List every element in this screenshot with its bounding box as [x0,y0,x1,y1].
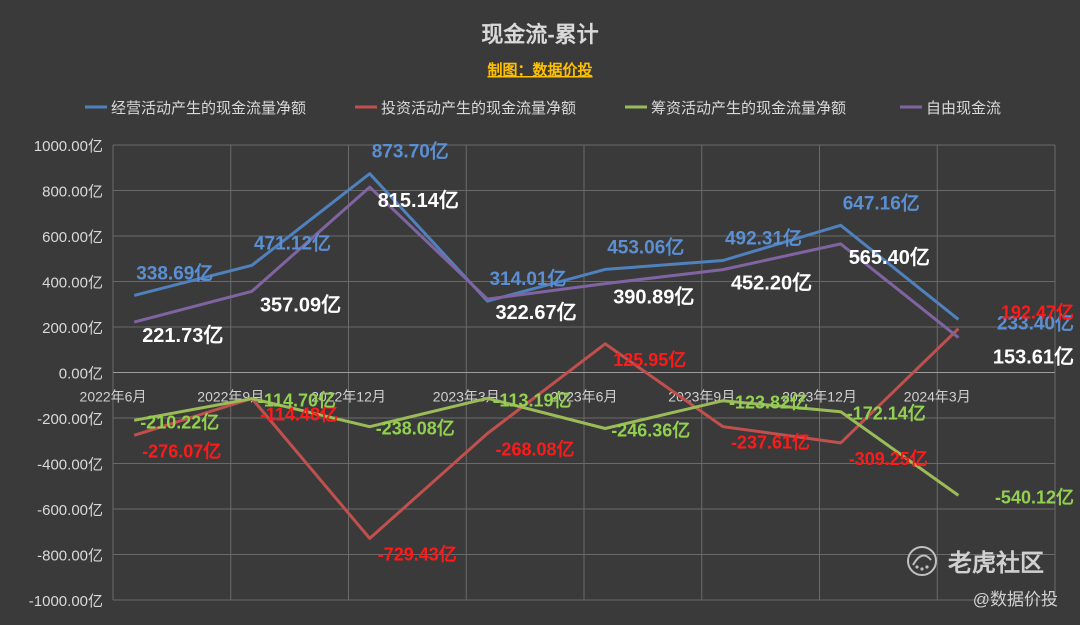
data-label-s3: -114.70亿 [258,390,336,411]
data-label-s2: 192.47亿 [1001,302,1074,323]
data-label-s4: 815.14亿 [378,188,459,212]
y-tick-label: 600.00亿 [42,229,103,246]
legend: 经营活动产生的现金流量净额 投资活动产生的现金流量净额 筹资活动产生的现金流量净额 自… [85,100,1001,117]
data-label-s4: 390.89亿 [613,285,694,309]
series-line-1 [133,172,960,321]
data-label-s1: 873.70亿 [372,140,449,163]
y-tick-label: -1000.00亿 [29,593,103,610]
data-label-s1: 233.40亿 [997,311,1074,334]
data-label-s1: 453.06亿 [607,235,684,258]
data-label-s3: -172.14亿 [847,403,926,424]
data-label-s2: -268.08亿 [495,438,574,459]
x-tick-label: 2023年12月 [782,389,857,405]
data-label-s4: 221.73亿 [142,323,223,347]
x-tick-label: 2022年12月 [311,389,386,405]
x-tick-label: 2022年6月 [80,389,147,405]
y-tick-label: 1000.00亿 [34,138,103,155]
y-tick-label: -600.00亿 [37,502,103,519]
data-label-s1: 338.69亿 [136,261,213,284]
y-tick-label: -400.00亿 [37,457,103,474]
data-label-s2: -729.43亿 [378,543,457,564]
data-label-s3: -210.22亿 [140,411,219,432]
data-label-s4: 565.40亿 [849,245,930,269]
data-label-s3: -123.82亿 [729,392,808,413]
y-tick-label: 0.00亿 [59,366,103,383]
x-tick-label: 2024年3月 [904,389,971,405]
data-label-s2: -114.48亿 [260,404,338,425]
data-label-s4: 153.61亿 [993,345,1074,369]
series-line-4 [133,185,960,339]
legend-label: 自由现金流 [926,100,1001,117]
legend-label: 筹资活动产生的现金流量净额 [651,100,846,117]
chart-title: 现金流-累计 [481,22,598,47]
series-line-2 [133,327,960,540]
data-label-s4: 322.67亿 [495,300,576,324]
y-tick-label: 400.00亿 [42,275,103,292]
data-label-s1: 647.16亿 [843,191,920,214]
tiger-logo-icon [907,546,937,576]
series-line-3 [133,396,960,497]
watermark-brand: 老虎社区 [948,549,1044,577]
data-label-s4: 357.09亿 [260,292,341,316]
y-tick-label: 200.00亿 [42,320,103,337]
data-label-s3: -540.12亿 [995,486,1074,507]
data-label-s3: -238.08亿 [376,418,455,439]
y-tick-label: -800.00亿 [37,548,103,565]
data-label-s2: 125.95亿 [613,349,686,370]
legend-label: 经营活动产生的现金流量净额 [111,100,306,117]
x-axis: 2022年6月 2022年9月 2022年12月 2023年3月 2023年6月 2023… [80,372,1055,405]
watermark-author: @数据价投 [973,590,1058,609]
data-labels: 338.69亿 471.12亿 873.70亿 314.01亿 453.06亿 492.3… [136,140,1074,565]
data-label-s1: 471.12亿 [254,231,331,254]
series-lines [133,172,960,540]
watermark: 老虎社区 @数据价投 [907,546,1058,609]
data-label-s1: 492.31亿 [725,226,802,249]
data-label-s2: -309.25亿 [849,448,928,469]
data-label-s2: -276.07亿 [142,440,221,461]
legend-label: 投资活动产生的现金流量净额 [381,100,576,117]
data-label-s2: -237.61亿 [731,432,810,453]
y-axis: 1000.00亿 800.00亿 600.00亿 400.00亿 200.00亿 0.00… [29,138,103,610]
data-label-s3: -113.19亿 [493,389,571,410]
data-label-s4: 452.20亿 [731,271,812,295]
y-tick-label: 800.00亿 [42,184,103,201]
chart-subtitle: 制图：数据价投 [487,61,592,79]
data-label-s1: 314.01亿 [489,267,566,290]
x-tick-label: 2023年6月 [551,389,618,405]
y-tick-label: -200.00亿 [37,411,103,428]
data-label-s3: -246.36亿 [611,420,690,441]
